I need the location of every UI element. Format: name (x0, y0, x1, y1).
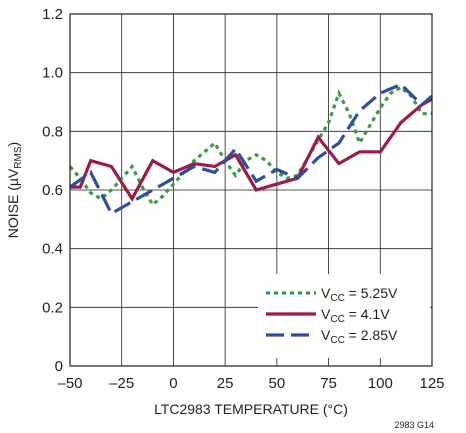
legend-label: VCC = 4.1V (321, 306, 390, 325)
x-tick-label: 125 (419, 375, 444, 392)
x-tick-label: 50 (269, 375, 286, 392)
x-tick-label: 25 (217, 375, 234, 392)
x-tick-label: –50 (57, 375, 82, 392)
legend-background (258, 274, 430, 358)
y-tick-label: 0 (55, 358, 63, 375)
y-tick-label: 0.2 (42, 299, 63, 316)
y-tick-label: 0.6 (42, 182, 63, 199)
series-line-5-25v (68, 85, 432, 208)
x-tick-label: 100 (368, 375, 393, 392)
figure-id-label: 2983 G14 (394, 420, 434, 430)
tick-labels: –50 –25 0 25 50 75 100 125 0 0.2 0.4 0.6 0.8 1.0 1.2 (42, 6, 444, 392)
x-axis-title: LTC2983 TEMPERATURE (°C) (154, 401, 348, 417)
y-axis-title-main: NOISE (µV (5, 168, 21, 238)
y-axis-title: NOISE (µVRMS) (5, 142, 24, 238)
x-tick-label: –25 (109, 375, 134, 392)
y-tick-label: 0.8 (42, 123, 63, 140)
y-tick-label: 1.0 (42, 65, 63, 82)
x-tick-label: 75 (320, 375, 337, 392)
plot-frame (69, 13, 433, 367)
grid-lines (70, 14, 432, 366)
series-line-4-1v (70, 97, 433, 202)
legend-label: VCC = 5.25V (321, 285, 398, 304)
y-axis-title-subscript: RMS (13, 146, 24, 169)
series-lines (68, 82, 434, 216)
series-line-2-85v (69, 82, 434, 216)
y-tick-label: 1.2 (42, 6, 63, 23)
y-tick-label: 0.4 (42, 241, 63, 258)
legend: VCC = 5.25V VCC = 4.1V VCC = 2.85V (258, 274, 430, 358)
legend-label: VCC = 2.85V (321, 327, 398, 346)
y-axis-title-suffix: ) (5, 142, 21, 147)
x-tick-label: 0 (169, 375, 177, 392)
